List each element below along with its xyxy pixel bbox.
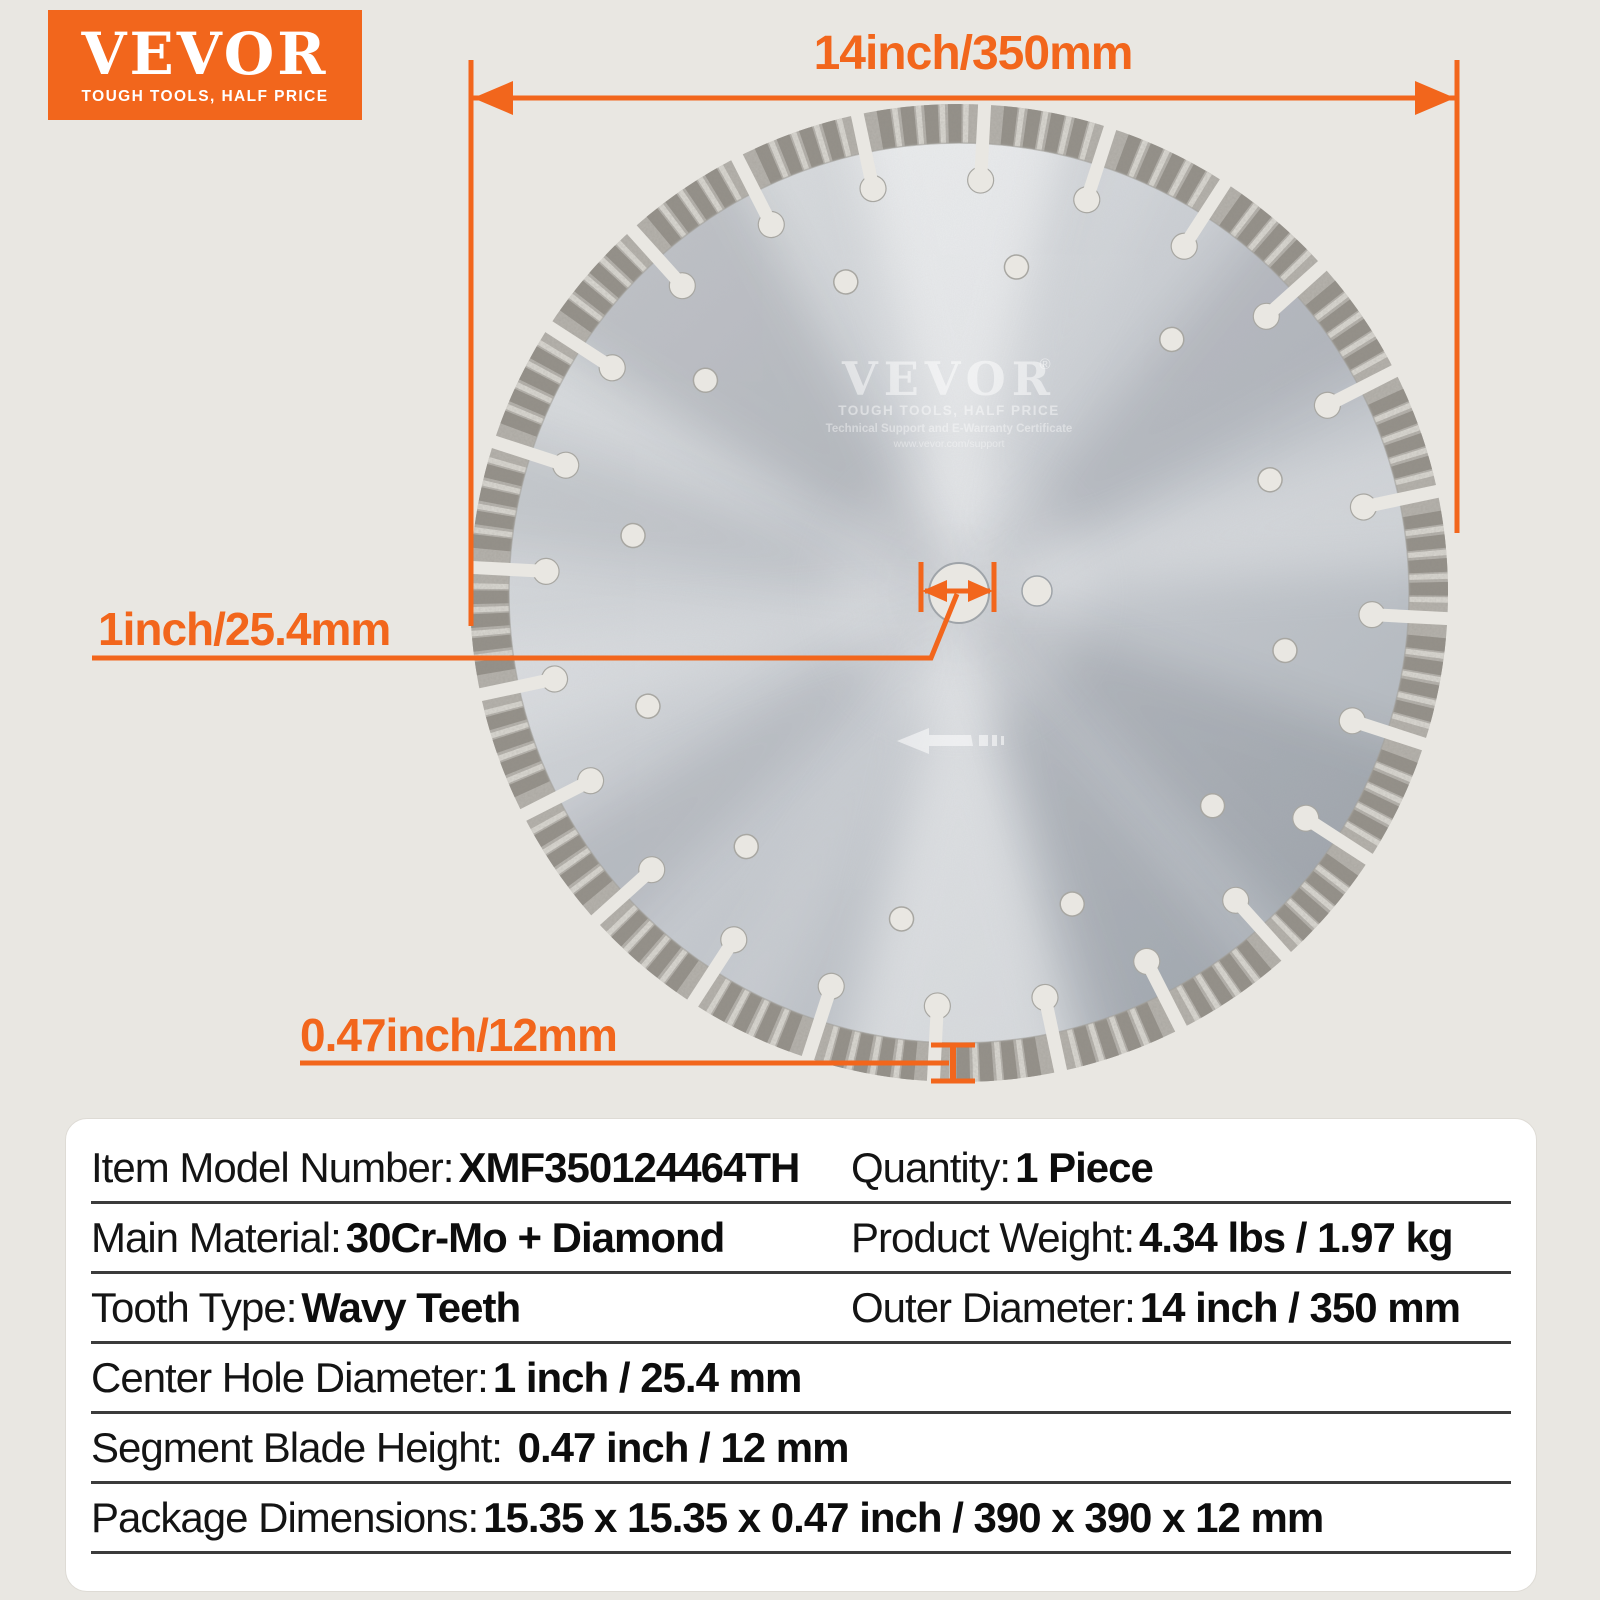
spec-cell: Outer Diameter: 14 inch / 350 mm <box>851 1283 1461 1332</box>
svg-text:www.vevor.com/support: www.vevor.com/support <box>893 438 1005 450</box>
svg-text:Technical Support and E-Warran: Technical Support and E-Warranty Certifi… <box>826 423 1073 435</box>
etched-logo: VEVOR ® TOUGH TOOLS, HALF PRICE Technica… <box>826 352 1073 450</box>
spec-label: Package Dimensions: <box>91 1493 479 1541</box>
diamond-blade-image: VEVOR ® TOUGH TOOLS, HALF PRICE Technica… <box>455 89 1463 1097</box>
spec-row: Center Hole Diameter: 1 inch / 25.4 mm <box>91 1344 1511 1414</box>
svg-text:®: ® <box>1039 356 1050 373</box>
spec-label: Product Weight: <box>851 1213 1135 1261</box>
spec-label: Segment Blade Height: <box>91 1423 503 1471</box>
spec-cell: Tooth Type: Wavy Teeth <box>91 1284 851 1332</box>
spec-rows: Item Model Number: XMF350124464TH Quantity… <box>91 1134 1511 1554</box>
gullet-slots <box>455 89 1463 1097</box>
vevor-logo: VEVOR TOUGH TOOLS, HALF PRICE <box>48 10 362 120</box>
spec-label: Main Material: <box>91 1213 342 1261</box>
spec-value: 30Cr-Mo + Diamond <box>345 1213 726 1261</box>
spec-value: 4.34 lbs / 1.97 kg <box>1139 1213 1454 1261</box>
center-hole <box>928 562 990 624</box>
dim-label-outer-diameter: 14inch/350mm <box>813 27 1134 80</box>
spec-cell: Product Weight: 4.34 lbs / 1.97 kg <box>851 1213 1454 1262</box>
spec-cell: Main Material: 30Cr-Mo + Diamond <box>91 1214 851 1262</box>
spec-row: Item Model Number: XMF350124464TH Quantity… <box>91 1134 1511 1204</box>
spec-row: Segment Blade Height: 0.47 inch / 12 mm <box>91 1414 1511 1484</box>
spec-value: 1 inch / 25.4 mm <box>492 1353 802 1401</box>
logo-tagline-text: TOUGH TOOLS, HALF PRICE <box>81 87 329 105</box>
dim-label-center-hole: 1inch/25.4mm <box>98 603 391 655</box>
spec-value: 15.35 x 15.35 x 0.47 inch / 390 x 390 x … <box>483 1493 1324 1541</box>
svg-text:TOUGH TOOLS, HALF PRICE: TOUGH TOOLS, HALF PRICE <box>838 403 1060 418</box>
spec-cell: Segment Blade Height: 0.47 inch / 12 mm <box>91 1423 850 1472</box>
spec-row: Package Dimensions: 15.35 x 15.35 x 0.47 … <box>91 1484 1511 1554</box>
pin-hole <box>1021 575 1053 607</box>
spec-label: Quantity: <box>851 1143 1011 1191</box>
spec-cell: Quantity: 1 Piece <box>851 1143 1154 1192</box>
logo-brand-text: VEVOR <box>81 19 329 88</box>
spec-cell: Package Dimensions: 15.35 x 15.35 x 0.47 … <box>91 1493 1324 1542</box>
spec-value: Wavy Teeth <box>301 1283 521 1331</box>
spec-row: Tooth Type: Wavy Teeth Outer Diameter: 14 i… <box>91 1274 1511 1344</box>
spec-label: Item Model Number: <box>91 1143 454 1191</box>
svg-text:VEVOR: VEVOR <box>841 352 1056 406</box>
spec-value: XMF350124464TH <box>458 1143 800 1191</box>
rotation-arrow-icon <box>897 728 1004 754</box>
spec-row: Main Material: 30Cr-Mo + Diamond Product W… <box>91 1204 1511 1274</box>
spec-cell: Center Hole Diameter: 1 inch / 25.4 mm <box>91 1353 802 1402</box>
spec-cell: Item Model Number: XMF350124464TH <box>91 1144 851 1192</box>
segment-ring <box>469 103 1449 1083</box>
spec-value: 14 inch / 350 mm <box>1139 1283 1461 1331</box>
spec-label: Tooth Type: <box>91 1283 297 1331</box>
spec-table: Item Model Number: XMF350124464TH Quantity… <box>65 1118 1537 1592</box>
spec-label: Center Hole Diameter: <box>91 1353 489 1401</box>
spec-value: 0.47 inch / 12 mm <box>506 1423 850 1471</box>
dim-label-segment-height: 0.47inch/12mm <box>300 1009 618 1061</box>
spec-label: Outer Diameter: <box>851 1283 1136 1331</box>
spec-value: 1 Piece <box>1015 1143 1154 1191</box>
cooling-holes <box>620 254 1298 932</box>
blade-svg: VEVOR ® TOUGH TOOLS, HALF PRICE Technica… <box>455 89 1463 1097</box>
